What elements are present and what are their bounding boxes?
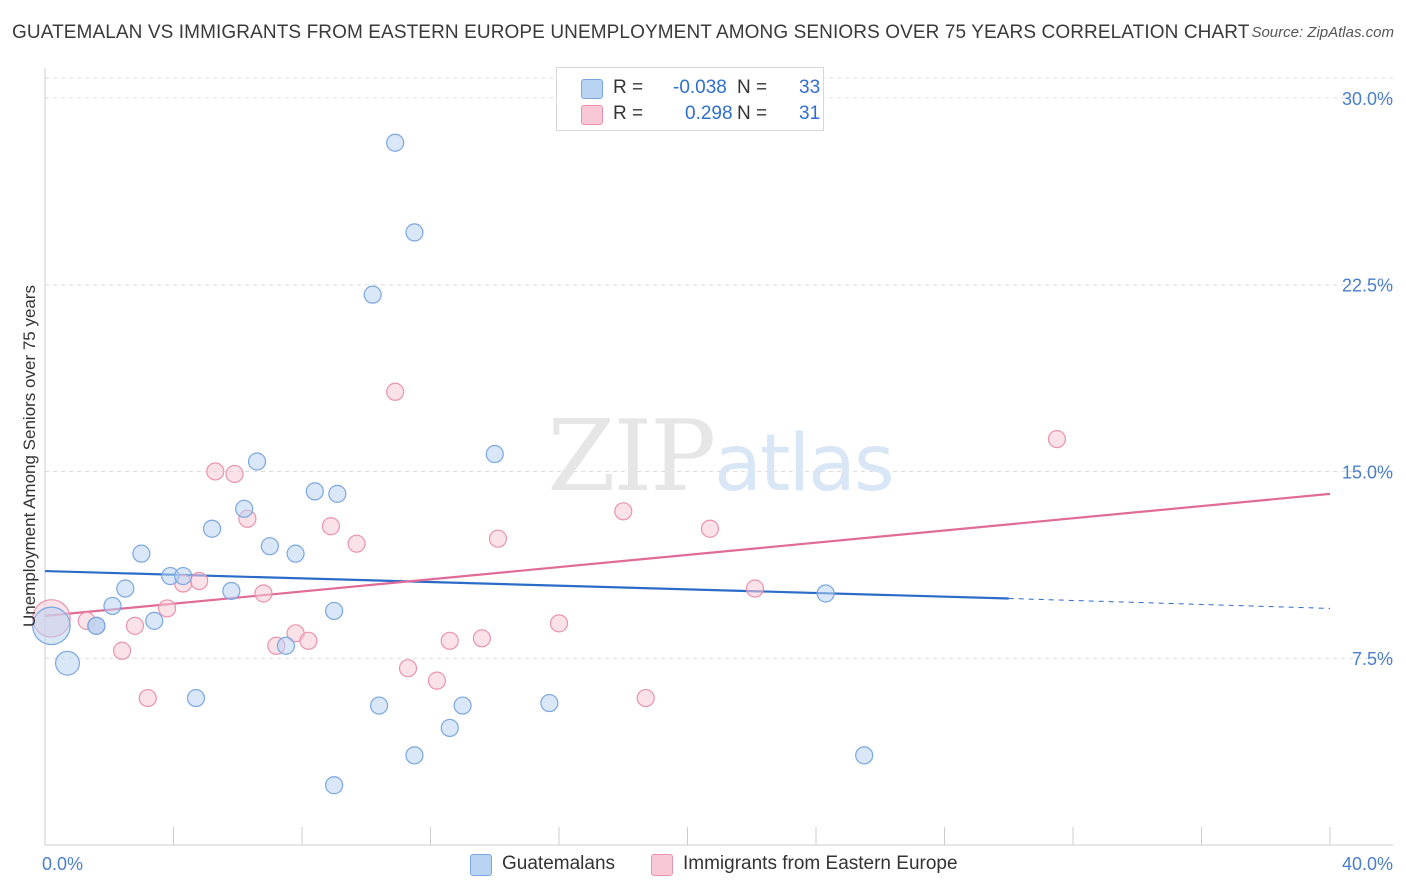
point-guatemalans <box>202 519 222 538</box>
point-eastern-europe <box>225 464 244 484</box>
grid-lines <box>45 77 1393 659</box>
point-guatemalans <box>276 636 296 655</box>
point-eastern-europe <box>112 641 132 660</box>
point-eastern-europe <box>614 502 633 521</box>
point-guatemalans <box>32 606 71 646</box>
axes <box>44 68 1393 846</box>
point-eastern-europe <box>347 534 366 553</box>
source-label: Source: ZipAtlas.com <box>1251 24 1394 41</box>
legend-r-label: R = <box>613 77 644 98</box>
point-guatemalans <box>386 133 405 152</box>
y-tick-label: 30.0% <box>1342 89 1393 109</box>
legend-r-value: -0.038 <box>673 77 727 98</box>
point-guatemalans <box>260 537 279 556</box>
point-guatemalans <box>855 746 874 765</box>
legend-label-eastern-europe: Immigrants from Eastern Europe <box>683 853 958 874</box>
point-eastern-europe <box>157 599 177 618</box>
point-eastern-europe <box>138 688 157 708</box>
point-eastern-europe <box>700 519 720 538</box>
legend-swatch-pink <box>581 105 603 125</box>
point-guatemalans <box>453 696 472 715</box>
x-tick-label-min: 0.0% <box>42 854 83 874</box>
point-guatemalans <box>286 544 305 563</box>
point-guatemalans <box>305 482 324 501</box>
legend-label-guatemalans: Guatemalans <box>502 853 616 874</box>
point-guatemalans <box>235 499 254 518</box>
legend-n-label: N = <box>737 103 768 124</box>
legend-n-value: 31 <box>799 103 821 124</box>
x-tick-label-max: 40.0% <box>1342 854 1393 874</box>
legend-swatch-blue <box>581 79 603 99</box>
point-guatemalans <box>116 579 135 598</box>
point-guatemalans <box>325 776 344 795</box>
point-eastern-europe <box>190 571 209 591</box>
point-eastern-europe <box>299 631 318 650</box>
point-eastern-europe <box>321 517 341 536</box>
point-guatemalans <box>370 696 389 715</box>
point-guatemalans <box>485 444 504 464</box>
point-guatemalans <box>174 566 193 586</box>
point-eastern-europe <box>386 382 405 401</box>
legend-n-value: 33 <box>799 77 821 98</box>
point-eastern-europe <box>398 659 418 678</box>
point-guatemalans <box>145 611 164 630</box>
legend-swatch-pink <box>651 854 673 876</box>
watermark: ZIPatlas <box>547 400 892 514</box>
point-guatemalans <box>186 688 206 708</box>
point-eastern-europe <box>745 579 765 598</box>
point-guatemalans <box>87 616 106 635</box>
chart-title: GUATEMALAN VS IMMIGRANTS FROM EASTERN EU… <box>12 22 1250 43</box>
y-tick-label: 7.5% <box>1352 649 1393 669</box>
point-guatemalans <box>540 693 559 713</box>
point-eastern-europe <box>636 688 655 708</box>
point-eastern-europe <box>472 629 491 648</box>
trend-line-guatemalans-extension <box>1008 597 1331 609</box>
point-eastern-europe <box>549 614 569 633</box>
data-points <box>32 133 1067 795</box>
point-guatemalans <box>222 581 241 601</box>
point-eastern-europe <box>206 462 225 481</box>
point-eastern-europe <box>427 671 447 690</box>
point-guatemalans <box>816 584 835 603</box>
legend-r-value: 0.298 <box>685 103 733 124</box>
point-guatemalans <box>325 601 344 621</box>
correlation-legend: R = -0.038 N = 33 R = 0.298 N = 31 <box>556 67 824 131</box>
y-axis-label: Unemployment Among Seniors over 75 years <box>20 285 39 627</box>
point-guatemalans <box>132 544 151 563</box>
point-eastern-europe <box>254 584 273 603</box>
y-tick-labels: 7.5% 15.0% 22.5% 30.0% <box>1342 89 1393 669</box>
point-guatemalans <box>328 484 347 503</box>
point-guatemalans <box>363 285 382 304</box>
legend-r-label: R = <box>613 103 644 124</box>
y-tick-label: 15.0% <box>1342 462 1393 482</box>
point-eastern-europe <box>1047 429 1067 449</box>
point-guatemalans <box>103 596 122 616</box>
y-tick-label: 22.5% <box>1342 276 1393 296</box>
point-guatemalans <box>247 452 267 471</box>
point-eastern-europe <box>125 616 145 635</box>
legend-swatch-blue <box>470 854 492 876</box>
point-guatemalans <box>54 650 80 676</box>
point-eastern-europe <box>440 631 459 650</box>
point-eastern-europe <box>488 529 508 548</box>
point-guatemalans <box>405 223 424 242</box>
point-guatemalans <box>440 718 459 738</box>
point-guatemalans <box>405 746 424 765</box>
legend-n-label: N = <box>737 77 768 98</box>
